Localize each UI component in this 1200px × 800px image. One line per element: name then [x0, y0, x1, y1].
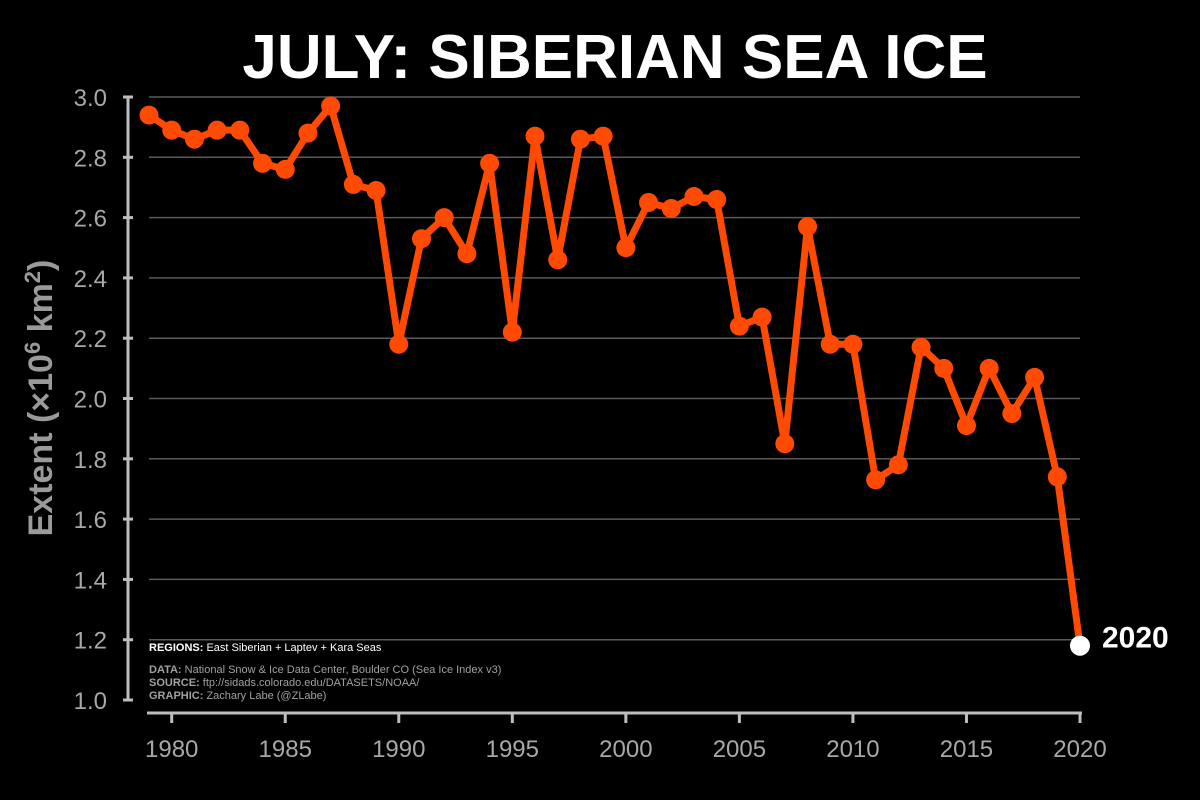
- data-point: [956, 416, 976, 436]
- data-point: [934, 358, 954, 378]
- data-point: [321, 96, 341, 116]
- data-point: [139, 105, 159, 125]
- data-point: [798, 217, 818, 237]
- source-key: SOURCE:: [149, 677, 200, 689]
- data-point: [275, 159, 295, 179]
- grid-lines: [149, 96, 1080, 641]
- x-tick-label: 2005: [713, 736, 766, 763]
- data-point: [775, 434, 795, 454]
- data-point: [343, 174, 363, 194]
- y-axis-label-end: ): [22, 260, 60, 271]
- data-point: [593, 126, 613, 146]
- graphic-key: GRAPHIC:: [149, 690, 203, 702]
- data-point: [457, 244, 477, 264]
- y-tick-label: 2.8: [74, 145, 107, 172]
- regions-value: East Siberian + Laptev + Kara Seas: [203, 642, 381, 654]
- graphic-note: GRAPHIC: Zachary Labe (@ZLabe): [149, 690, 326, 702]
- data-point: [253, 153, 273, 173]
- x-tick-label: 2000: [599, 736, 652, 763]
- y-tick-label: 1.6: [74, 507, 107, 534]
- x-tick-label: 2020: [1053, 736, 1106, 763]
- y-axis-label-sup2: 2: [20, 271, 45, 283]
- data-point: [843, 334, 863, 354]
- x-tick-labels: 1980 1985 1990 1995 2000 2005 2010 2015 2020: [145, 713, 1107, 763]
- data-note: DATA: National Snow & Ice Data Center, B…: [149, 664, 501, 676]
- y-tick-label: 2.6: [74, 206, 107, 233]
- data-point: [888, 455, 908, 475]
- data-points: [139, 96, 1090, 656]
- chart-title: JULY: SIBERIAN SEA ICE: [242, 23, 987, 92]
- data-point: [366, 180, 386, 200]
- data-value: National Snow & Ice Data Center, Boulder…: [182, 664, 502, 676]
- y-axis-label-sup1: 6: [20, 342, 45, 354]
- y-tick-label: 3.0: [74, 85, 107, 112]
- x-tick-label: 2010: [826, 736, 879, 763]
- data-point: [1002, 404, 1022, 424]
- data-point: [616, 238, 636, 258]
- source-note: SOURCE: ftp://sidads.colorado.edu/DATASE…: [149, 677, 420, 689]
- data-point: [1025, 367, 1045, 387]
- x-tick-label: 1985: [259, 736, 312, 763]
- y-axis-label-mid: km: [22, 283, 60, 342]
- data-point: [502, 322, 522, 342]
- data-point: [752, 307, 772, 327]
- x-tick-label: 2015: [940, 736, 993, 763]
- x-tick-label: 1995: [486, 736, 539, 763]
- data-point: [548, 250, 568, 270]
- y-tick-label: 2.4: [74, 266, 107, 293]
- y-tick-label: 1.8: [74, 447, 107, 474]
- y-axis-label-text: Extent (×10: [22, 354, 60, 536]
- data-point: [570, 129, 590, 149]
- regions-key: REGIONS:: [149, 642, 203, 654]
- data-point: [661, 199, 681, 219]
- y-tick-label: 1.0: [74, 688, 107, 715]
- y-tick-label: 1.4: [74, 567, 107, 594]
- data-point: [480, 153, 500, 173]
- y-tick-labels: 1.0 1.2 1.4 1.6 1.8 2.0 2.2 2.4 2.6 2.8 3.0: [74, 85, 133, 715]
- data-point: [866, 470, 886, 490]
- data-key: DATA:: [149, 664, 182, 676]
- data-point: [684, 186, 704, 206]
- data-point: [979, 358, 999, 378]
- y-tick-label: 2.2: [74, 326, 107, 353]
- data-point: [911, 337, 931, 357]
- regions-note: REGIONS: East Siberian + Laptev + Kara S…: [149, 642, 382, 654]
- data-point: [707, 190, 727, 210]
- data-point: [1047, 467, 1067, 487]
- data-point: [820, 334, 840, 354]
- credits-notes: REGIONS: East Siberian + Laptev + Kara S…: [149, 642, 501, 702]
- data-point: [207, 120, 227, 140]
- y-axis-label: Extent (×106 km2): [20, 260, 60, 537]
- y-tick-label: 2.0: [74, 387, 107, 414]
- data-point: [639, 193, 659, 213]
- data-point: [729, 316, 749, 336]
- data-point: [162, 120, 182, 140]
- data-point-highlight: [1070, 635, 1090, 656]
- x-tick-label: 1980: [145, 736, 198, 763]
- data-point: [389, 334, 409, 354]
- highlight-label-2020: 2020: [1102, 622, 1169, 655]
- data-point: [230, 120, 250, 140]
- source-value: ftp://sidads.colorado.edu/DATASETS/NOAA/: [200, 677, 421, 689]
- graphic-value: Zachary Labe (@ZLabe): [203, 690, 326, 702]
- data-point: [298, 123, 318, 143]
- data-point: [434, 208, 454, 228]
- data-point: [184, 129, 204, 149]
- data-point: [411, 229, 431, 249]
- y-tick-label: 1.2: [74, 628, 107, 655]
- x-tick-label: 1990: [372, 736, 425, 763]
- data-point: [525, 126, 545, 146]
